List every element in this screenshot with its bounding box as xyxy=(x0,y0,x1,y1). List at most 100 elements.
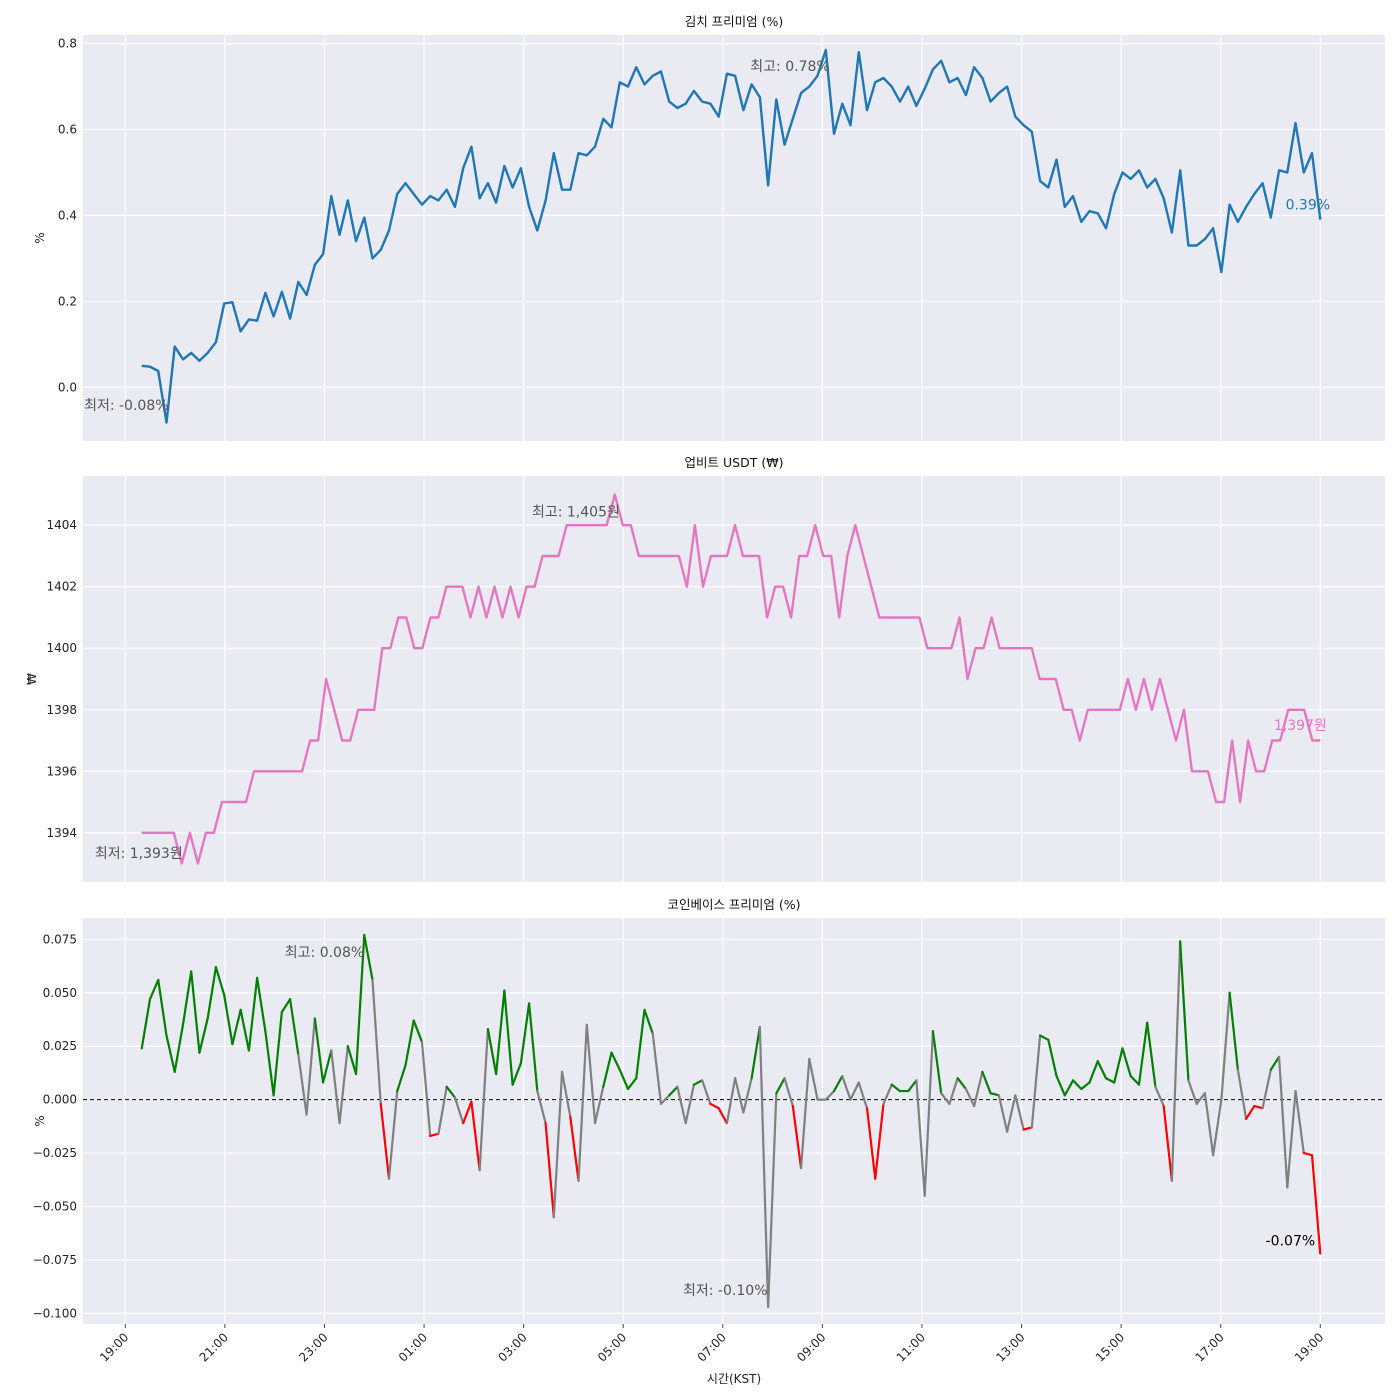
series-segment xyxy=(445,1085,457,1099)
series-segment xyxy=(486,1028,498,1076)
series-segment xyxy=(552,1070,564,1219)
series-segment xyxy=(849,1081,860,1101)
series-segment xyxy=(231,1008,242,1046)
y-tick-label: 0.6 xyxy=(58,123,77,137)
series-segment xyxy=(882,1083,893,1106)
y-tick-label: 1404 xyxy=(46,518,77,532)
series-segment xyxy=(635,1008,646,1080)
x-tick-label: 07:00 xyxy=(695,1330,729,1364)
series-segment xyxy=(1302,1151,1314,1157)
series-segment xyxy=(701,1079,712,1106)
y-tick-label: −0.050 xyxy=(33,1199,77,1213)
panel-title: 김치 프리미엄 (%) xyxy=(685,14,784,29)
series-segment xyxy=(173,1023,185,1073)
series-segment xyxy=(181,970,193,1026)
x-tick-label: 17:00 xyxy=(1192,1330,1226,1364)
series-segment xyxy=(519,1002,531,1065)
y-tick-label: 1400 xyxy=(46,641,77,655)
series-segment xyxy=(1220,991,1231,1101)
series-segment xyxy=(1038,1034,1050,1041)
series-segment xyxy=(1228,991,1239,1071)
y-tick-label: 1402 xyxy=(46,580,77,594)
annotation-label: 0.39% xyxy=(1286,198,1330,214)
series-segment xyxy=(1269,1055,1281,1071)
series-segment xyxy=(890,1083,902,1093)
annotation-label: 최저: -0.08% xyxy=(84,398,168,414)
x-tick-label: 19:00 xyxy=(97,1330,131,1364)
series-segment xyxy=(643,1008,654,1035)
x-axis-label: 시간(KST) xyxy=(707,1372,761,1386)
series-segment xyxy=(1154,1085,1165,1108)
series-segment xyxy=(1088,1060,1099,1084)
series-segment xyxy=(1294,1089,1305,1155)
series-segment xyxy=(223,993,234,1046)
series-segment xyxy=(1096,1060,1108,1080)
series-segment xyxy=(462,1100,473,1125)
series-segment xyxy=(297,1053,308,1116)
series-segment xyxy=(874,1102,885,1180)
plot-background xyxy=(83,476,1385,882)
series-line xyxy=(141,493,1321,865)
panel-1: 0.0 0.2 0.4 0.6 0.8 김치 프리미엄 (%)% 최저: -0.08% 최고:… xyxy=(33,14,1385,441)
x-tick-label: 21:00 xyxy=(197,1330,231,1364)
series-segment xyxy=(288,998,300,1056)
series-segment xyxy=(725,1077,737,1125)
series-segment xyxy=(783,1077,794,1108)
series-segment xyxy=(585,1023,597,1125)
series-segment xyxy=(396,1064,407,1093)
y-tick-label: 1396 xyxy=(46,764,77,778)
annotation-label: 1,397원 xyxy=(1274,718,1327,734)
y-tick-label: 1398 xyxy=(46,703,77,717)
series-segment xyxy=(1245,1104,1256,1120)
plot-background xyxy=(83,35,1385,441)
y-tick-label: −0.075 xyxy=(33,1253,77,1267)
series-segment xyxy=(272,1010,283,1097)
y-tick-label: 0.000 xyxy=(43,1093,77,1107)
series-segment xyxy=(602,1051,613,1088)
y-tick-label: 0.075 xyxy=(43,932,77,946)
series-segment xyxy=(503,989,514,1086)
series-segment xyxy=(989,1092,1000,1097)
x-tick-label: 03:00 xyxy=(495,1330,529,1364)
series-segment xyxy=(857,1081,869,1110)
y-tick-label: −0.025 xyxy=(33,1146,77,1160)
annotation-label: 최저: 1,393원 xyxy=(95,846,183,862)
x-tick-label: 19:00 xyxy=(1292,1330,1326,1364)
series-segment xyxy=(1047,1038,1058,1078)
series-segment xyxy=(956,1077,967,1091)
series-segment xyxy=(264,1030,275,1097)
series-segment xyxy=(1137,1021,1149,1086)
series-segment xyxy=(1129,1075,1141,1086)
series-segment xyxy=(1030,1034,1042,1129)
y-tick-label: 0.2 xyxy=(58,294,77,308)
series-segment xyxy=(544,1122,555,1219)
series-segment xyxy=(758,1025,770,1309)
series-segment xyxy=(1179,940,1190,1082)
series-segment xyxy=(841,1075,852,1101)
series-segment xyxy=(1203,1092,1215,1157)
series-segment xyxy=(593,1085,605,1125)
series-segment xyxy=(239,1008,250,1052)
x-tick-label: 15:00 xyxy=(1093,1330,1127,1364)
series-segment xyxy=(1146,1021,1157,1088)
series-segment xyxy=(1080,1081,1091,1091)
series-line xyxy=(141,48,1322,424)
series-segment xyxy=(717,1107,728,1125)
series-segment xyxy=(190,970,201,1054)
series-segment xyxy=(940,1092,951,1106)
x-tick-label: 11:00 xyxy=(894,1330,928,1364)
series-segment xyxy=(1055,1075,1066,1097)
series-segment xyxy=(1212,1098,1223,1157)
series-segment xyxy=(659,1094,671,1106)
series-segment xyxy=(1195,1092,1206,1106)
series-segment xyxy=(495,989,506,1076)
series-segment xyxy=(692,1079,704,1086)
series-segment xyxy=(404,1019,415,1067)
series-segment xyxy=(148,978,160,1001)
series-segment xyxy=(1170,940,1182,1182)
series-segment xyxy=(1104,1077,1116,1084)
series-segment xyxy=(346,1045,358,1076)
y-tick-label: 0.050 xyxy=(43,986,77,1000)
series-segment xyxy=(676,1085,687,1125)
series-segment xyxy=(775,1077,786,1095)
